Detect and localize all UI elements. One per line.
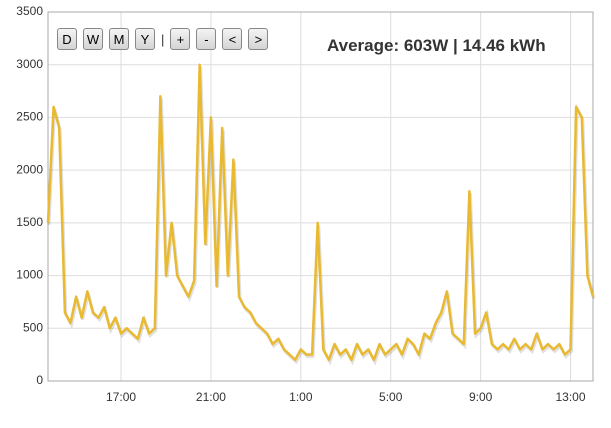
y-tick-label: 0 [36,373,43,387]
range-button[interactable]: W [83,28,103,50]
range-button[interactable]: < [222,28,243,50]
plot-border [47,11,594,382]
x-tick-label: 17:00 [106,390,136,404]
y-tick-label: 500 [23,320,43,334]
x-tick-label: 1:00 [289,390,313,404]
separator: | [161,31,165,47]
x-tick-label: 5:00 [379,390,403,404]
range-button[interactable]: D [57,28,77,50]
toolbar: D W M Y | + - < > [57,28,269,50]
annotation: Average: 603W | 14.46 kWh [327,36,546,55]
y-tick-label: 1000 [16,268,43,282]
y-tick-label: 3000 [16,57,43,71]
range-button[interactable]: Y [135,28,155,50]
range-button[interactable]: > [248,28,269,50]
range-button[interactable]: + [170,28,191,50]
y-tick-label: 2500 [16,110,43,124]
y-tick-label: 1500 [16,215,43,229]
range-button[interactable]: - [196,28,217,50]
x-tick-label: 21:00 [196,390,226,404]
range-button[interactable]: M [109,28,129,50]
x-tick-label: 9:00 [469,390,493,404]
line [46,63,595,362]
y-tick-label: 2000 [16,162,43,176]
x-tick-label: 13:00 [556,390,586,404]
y-tick-label: 3500 [16,4,43,18]
